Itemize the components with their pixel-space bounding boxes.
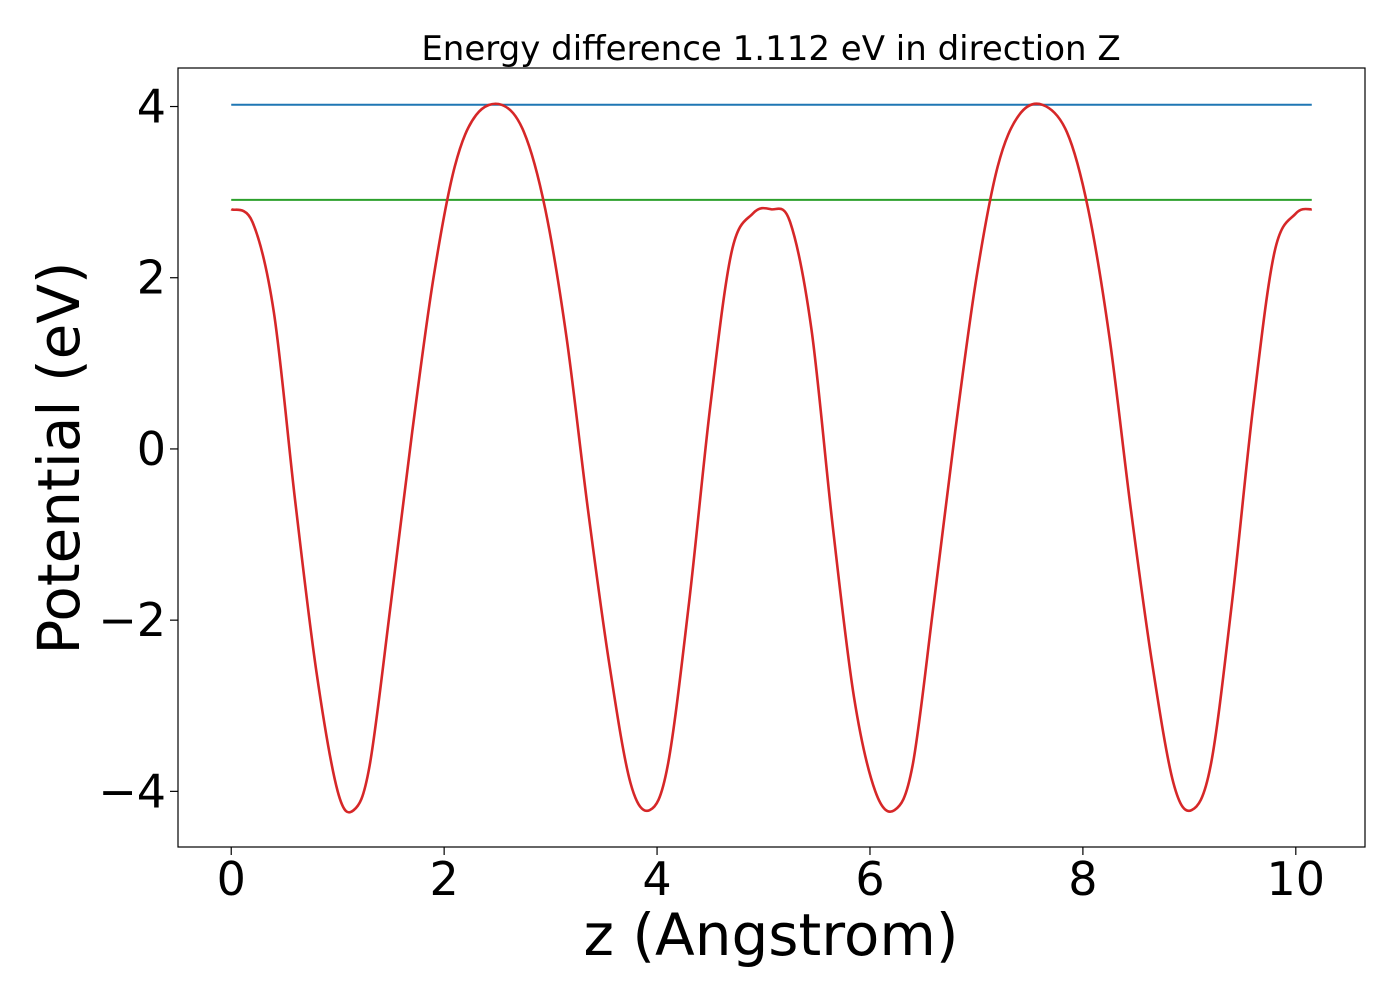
y-tick-label: 2 xyxy=(137,251,166,305)
x-tick-label: 6 xyxy=(855,852,884,906)
chart-title: Energy difference 1.112 eV in direction … xyxy=(421,29,1120,69)
plot-frame xyxy=(177,67,1366,848)
y-axis-label: Potential (eV) xyxy=(25,261,93,654)
x-tick-label: 10 xyxy=(1267,852,1326,906)
x-tick-label: 0 xyxy=(217,852,246,906)
y-tick-label: −4 xyxy=(98,764,166,818)
y-tick-label: 0 xyxy=(137,422,166,476)
x-axis-label: z (Angstrom) xyxy=(584,901,959,969)
y-tick-label: −2 xyxy=(98,593,166,647)
x-tick-label: 2 xyxy=(430,852,459,906)
plot-area xyxy=(230,102,1313,814)
x-tick-label: 8 xyxy=(1068,852,1097,906)
potential-line xyxy=(230,102,1313,814)
x-axis-ticks: 0 2 4 6 8 10 xyxy=(217,847,1325,906)
y-axis-ticks: 4 2 0 −2 −4 xyxy=(98,80,178,818)
y-tick-label: 4 xyxy=(137,80,166,134)
x-tick-label: 4 xyxy=(642,852,671,906)
